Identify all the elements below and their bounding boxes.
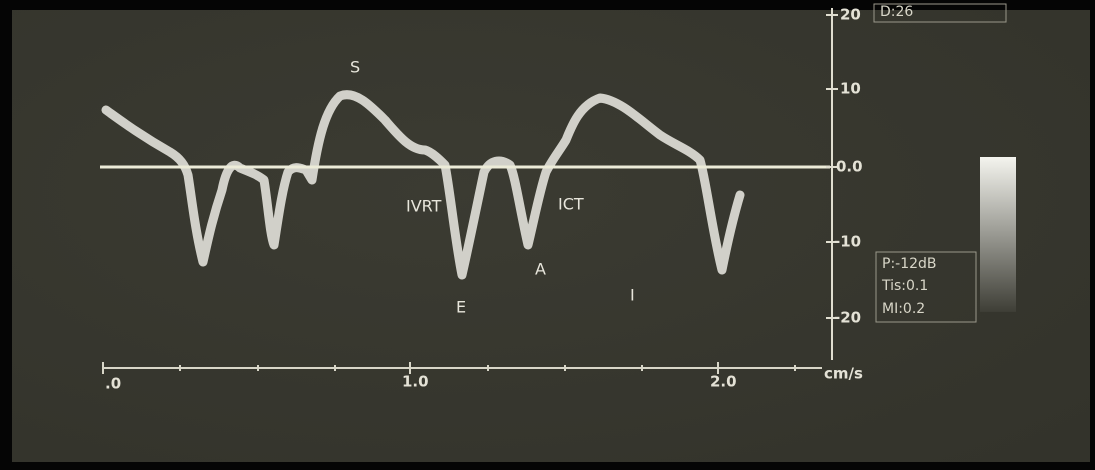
ultrasound-display: 20 10 0.0 -10 -20 .0 1.0 2.0 cm/s S IVRT…: [0, 0, 1095, 470]
wave-label: ICT: [558, 195, 584, 214]
page: 20 10 0.0 -10 -20 .0 1.0 2.0 cm/s S IVRT…: [0, 0, 1095, 470]
info-top: D:26: [880, 4, 913, 20]
wave-label: A: [535, 260, 546, 279]
wave-label: IVRT: [406, 197, 442, 216]
cursor-label: I: [630, 286, 635, 305]
velocity-tick: 20: [840, 6, 861, 24]
wave-label: E: [456, 298, 466, 317]
info-line: MI:0.2: [882, 301, 925, 317]
screen: [12, 10, 1090, 462]
time-tick: 2.0: [710, 373, 737, 391]
time-tick: 1.0: [402, 373, 429, 391]
info-line: Tis:0.1: [881, 278, 928, 294]
velocity-tick: 10: [840, 80, 861, 98]
velocity-tick: -10: [834, 233, 861, 251]
grayscale-bar: [980, 157, 1016, 312]
wave-label: S: [350, 58, 360, 77]
time-tick: .0: [105, 375, 121, 393]
velocity-tick: 0.0: [836, 158, 863, 176]
info-line: P:-12dB: [882, 256, 937, 272]
time-unit: cm/s: [824, 365, 863, 383]
velocity-tick: -20: [834, 309, 861, 327]
